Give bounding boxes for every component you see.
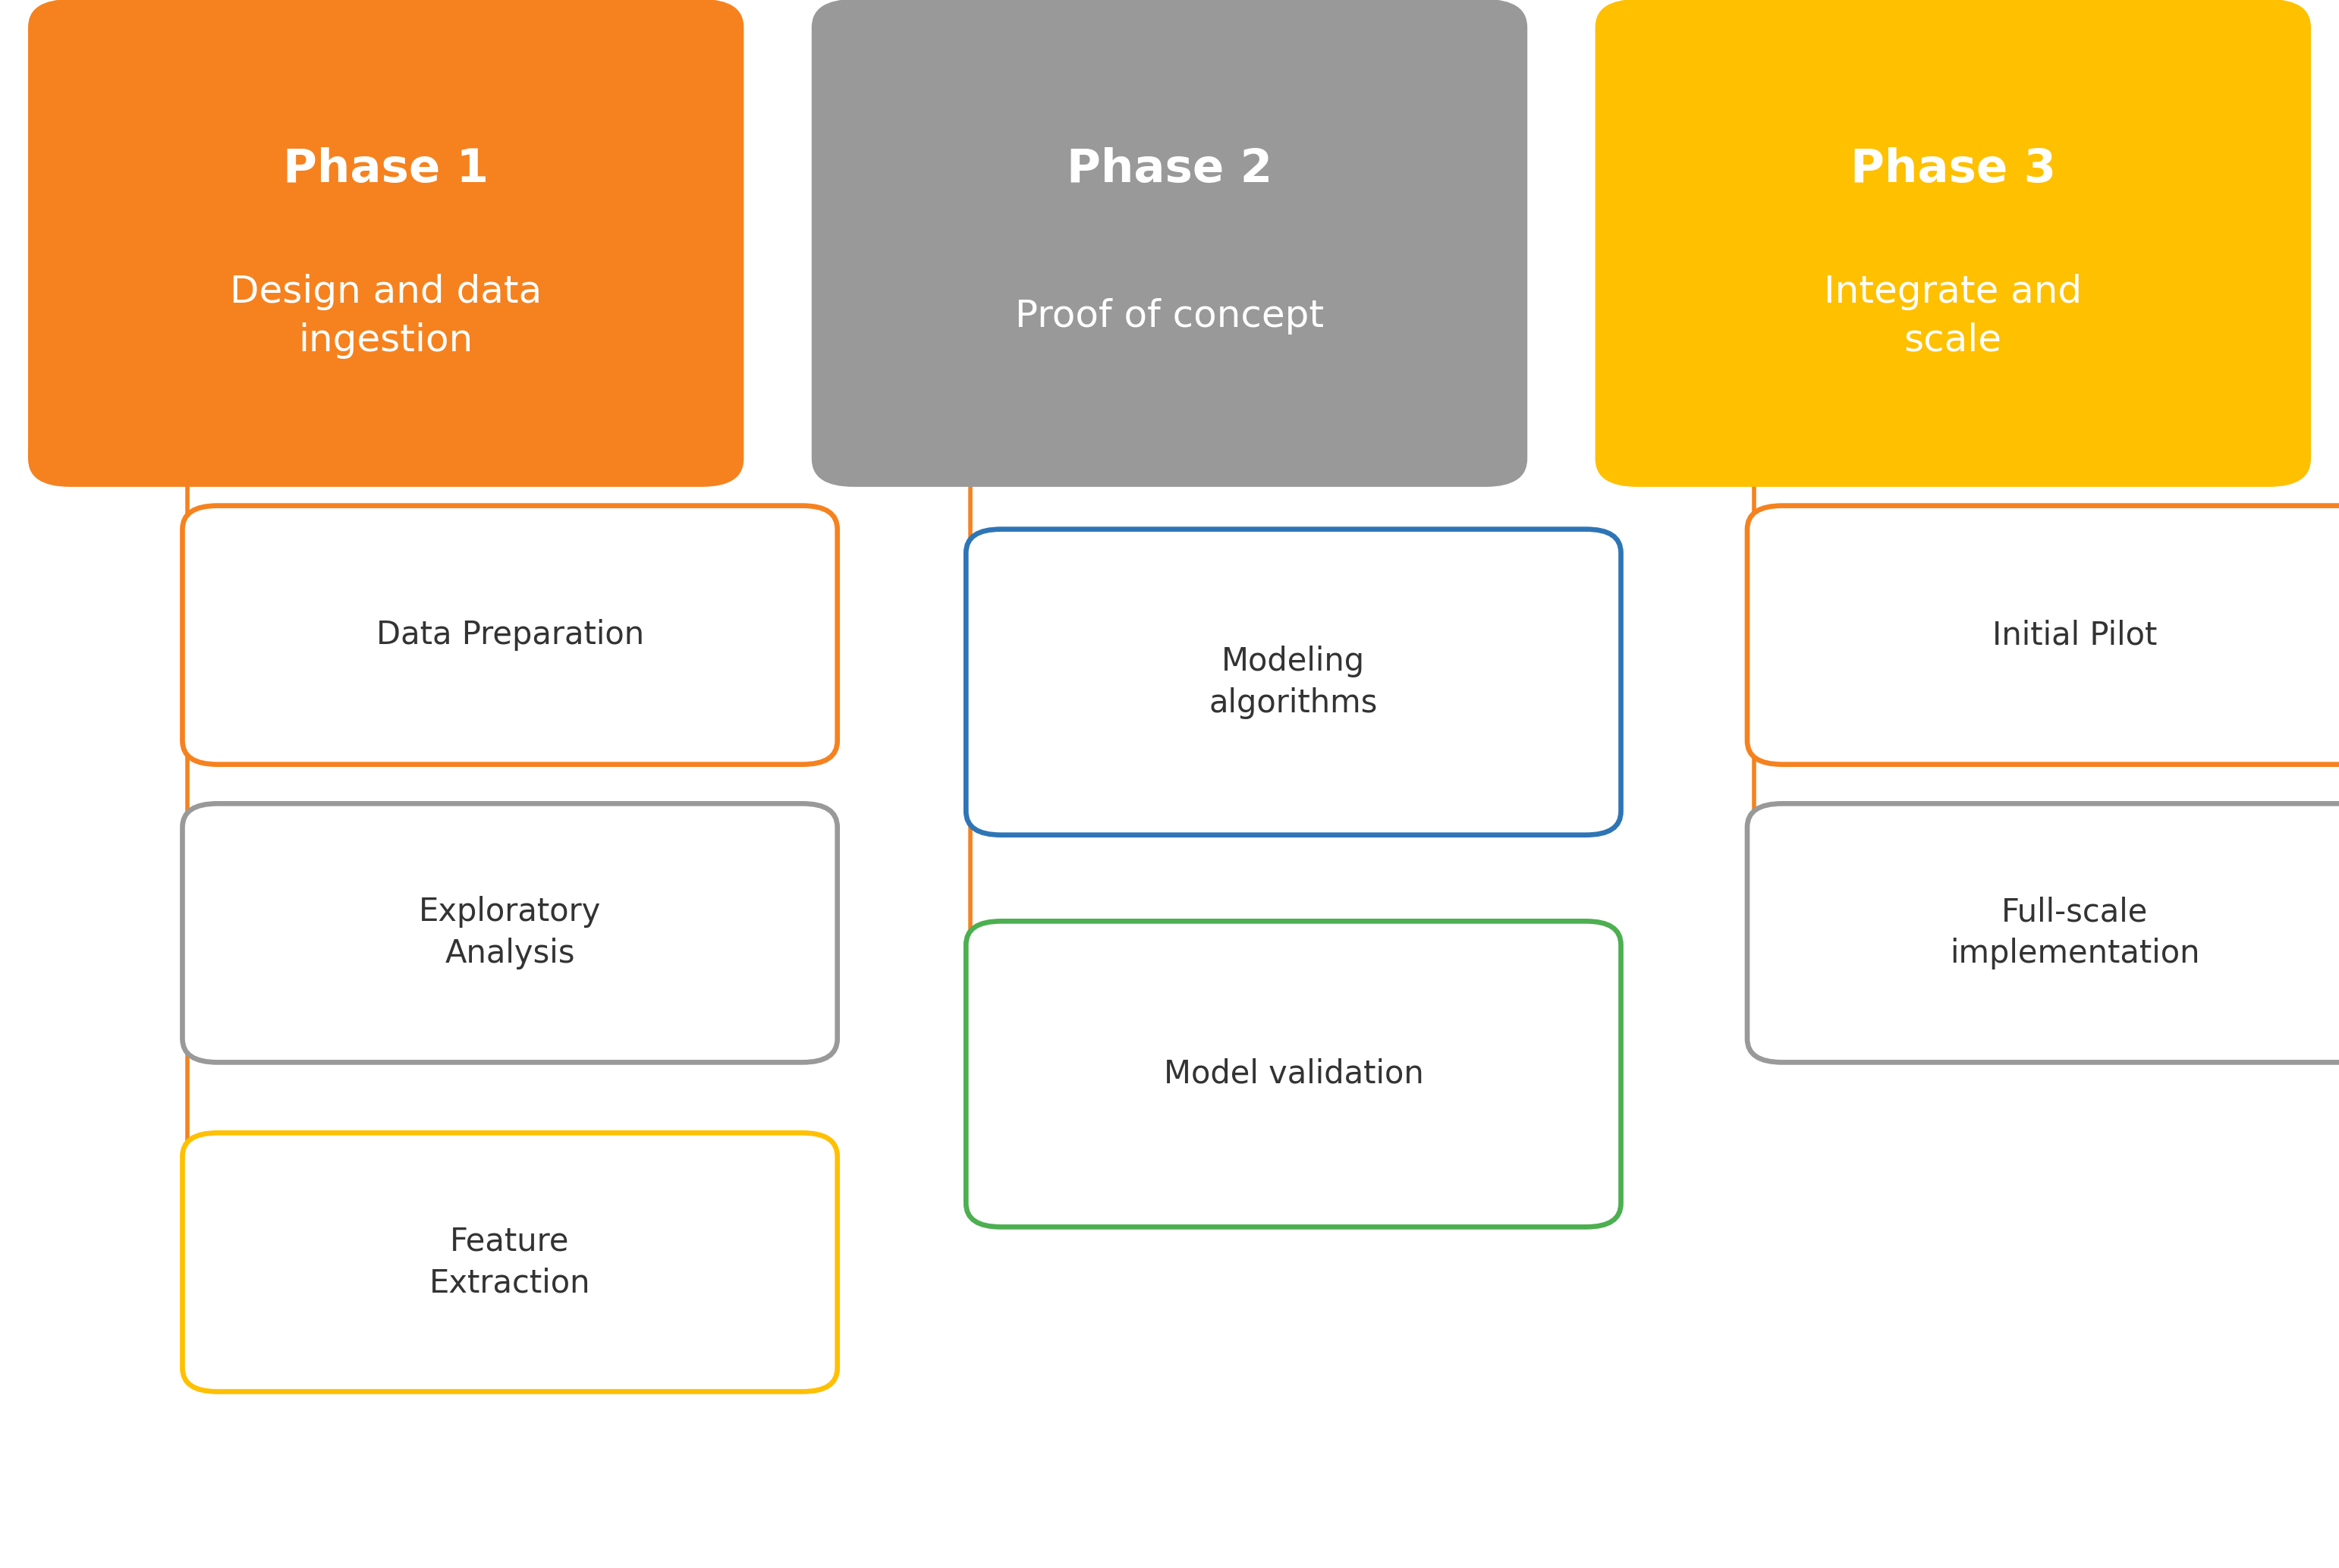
Text: Phase 2: Phase 2 <box>1067 147 1272 193</box>
FancyBboxPatch shape <box>182 505 837 765</box>
Text: Phase 3: Phase 3 <box>1850 147 2056 193</box>
Text: Modeling
algorithms: Modeling algorithms <box>1209 644 1378 720</box>
FancyBboxPatch shape <box>182 1132 837 1392</box>
FancyBboxPatch shape <box>182 803 837 1063</box>
FancyBboxPatch shape <box>1747 803 2339 1063</box>
Text: Exploratory
Analysis: Exploratory Analysis <box>419 895 601 971</box>
Text: Full-scale
implementation: Full-scale implementation <box>1951 895 2199 971</box>
FancyBboxPatch shape <box>1595 0 2311 486</box>
FancyBboxPatch shape <box>966 922 1621 1226</box>
Text: Proof of concept: Proof of concept <box>1015 298 1324 334</box>
FancyBboxPatch shape <box>966 530 1621 836</box>
Text: Initial Pilot: Initial Pilot <box>1993 619 2157 651</box>
Text: Data Preparation: Data Preparation <box>377 619 643 651</box>
FancyBboxPatch shape <box>812 0 1527 486</box>
Text: Integrate and
scale: Integrate and scale <box>1824 274 2082 359</box>
Text: Feature
Extraction: Feature Extraction <box>430 1225 589 1300</box>
Text: Phase 1: Phase 1 <box>283 147 489 193</box>
FancyBboxPatch shape <box>28 0 744 486</box>
FancyBboxPatch shape <box>1747 505 2339 765</box>
Text: Model validation: Model validation <box>1162 1058 1424 1090</box>
Text: Design and data
ingestion: Design and data ingestion <box>229 274 543 359</box>
